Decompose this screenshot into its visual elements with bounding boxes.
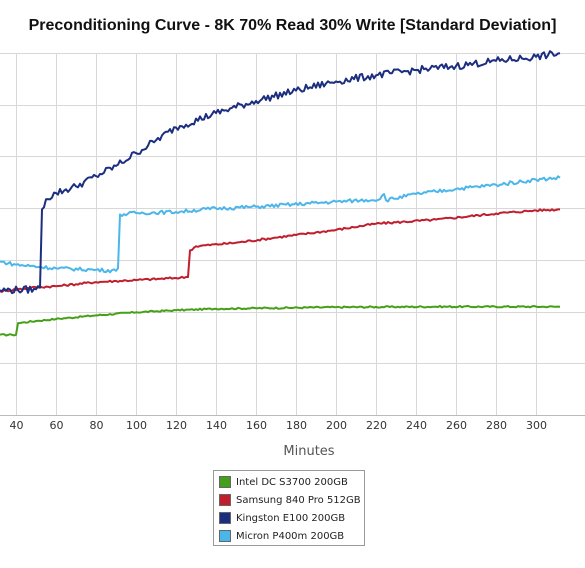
legend-label: Intel DC S3700 200GB — [236, 476, 348, 488]
chart-title: Preconditioning Curve - 8K 70% Read 30% … — [28, 17, 557, 34]
x-tick-label: 240 — [406, 419, 427, 432]
x-tick-label: 200 — [326, 419, 347, 432]
legend-item: Intel DC S3700 200GB — [219, 473, 364, 491]
legend: Intel DC S3700 200GB Samsung 840 Pro 512G… — [213, 470, 365, 546]
legend-swatch — [219, 512, 231, 524]
series-line-0 — [0, 304, 561, 337]
legend-item: Kingston E100 200GB — [219, 509, 364, 527]
series-layer — [0, 50, 561, 337]
legend-swatch — [219, 476, 231, 488]
legend-item: Samsung 840 Pro 512GB — [219, 491, 364, 509]
x-tick-label: 100 — [126, 419, 147, 432]
x-axis-title: Minutes — [283, 444, 334, 459]
grid — [0, 53, 585, 416]
x-tick-label: 260 — [446, 419, 467, 432]
x-tick-label: 40 — [10, 419, 24, 432]
legend-item: Micron P400m 200GB — [219, 527, 364, 545]
series-line-1 — [0, 208, 560, 293]
x-tick-label: 160 — [246, 419, 267, 432]
x-tick-label: 280 — [486, 419, 507, 432]
x-tick-label: 120 — [166, 419, 187, 432]
series-line-3 — [0, 175, 561, 274]
legend-label: Kingston E100 200GB — [236, 512, 346, 524]
x-tick-label: 140 — [206, 419, 227, 432]
legend-swatch — [219, 530, 231, 542]
x-tick-label: 60 — [50, 419, 64, 432]
legend-label: Micron P400m 200GB — [236, 530, 345, 542]
x-tick-label: 300 — [526, 419, 547, 432]
x-tick-label: 220 — [366, 419, 387, 432]
legend-swatch — [219, 494, 231, 506]
x-tick-label: 80 — [90, 419, 104, 432]
x-axis-ticks: 40 60 80 100 120 140 160 180 200 220 240 260 280 300 — [10, 419, 548, 432]
series-line-2 — [0, 50, 561, 295]
legend-label: Samsung 840 Pro 512GB — [236, 494, 361, 506]
x-tick-label: 180 — [286, 419, 307, 432]
